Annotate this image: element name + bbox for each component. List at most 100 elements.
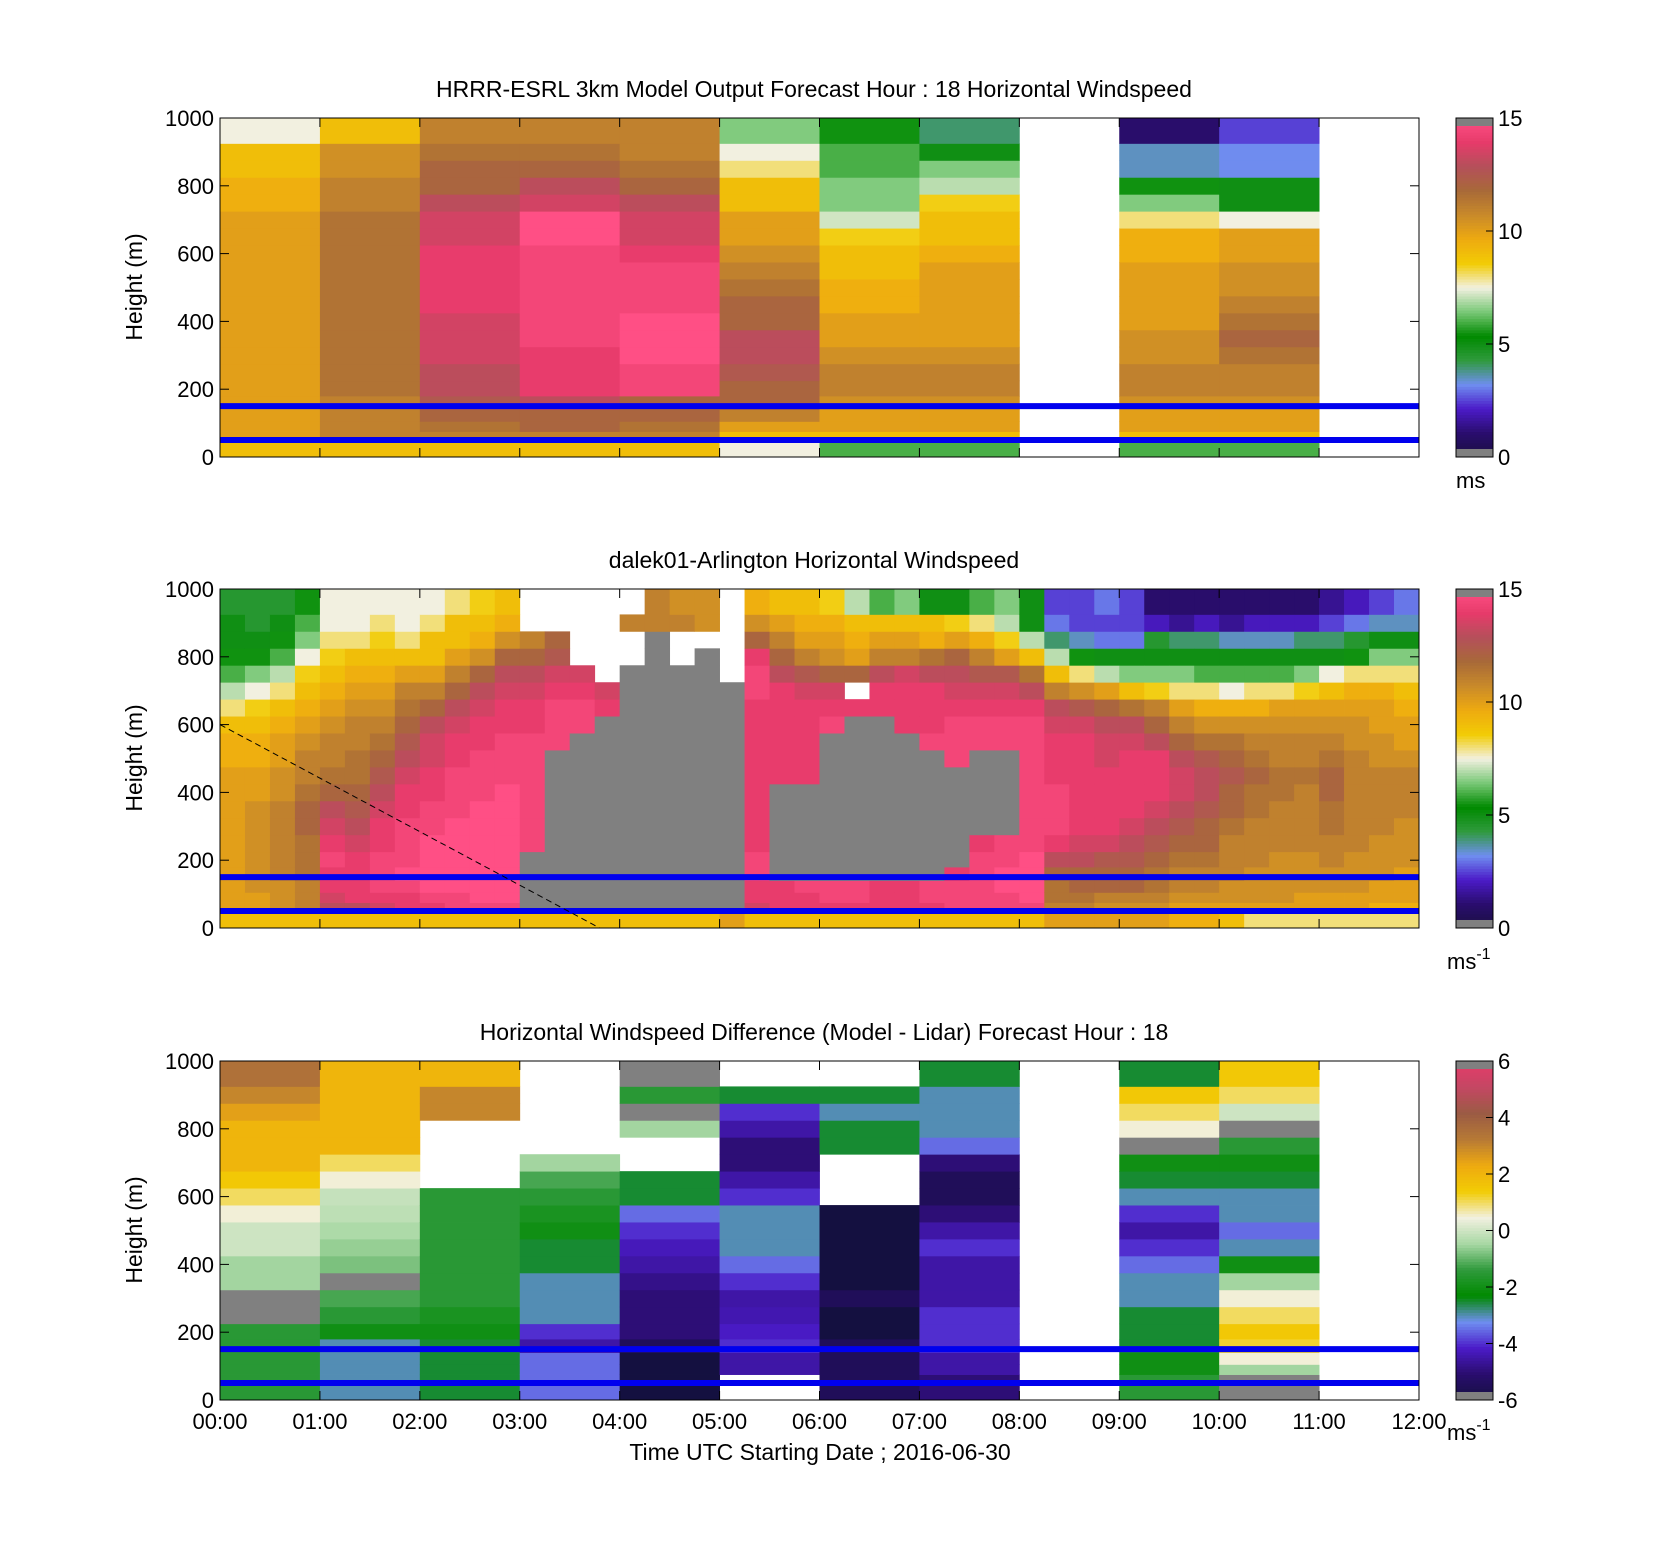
heatmap-cell: [1119, 211, 1220, 229]
heatmap-cell: [494, 733, 521, 751]
heatmap-cell: [1269, 589, 1295, 615]
heatmap-cell: [319, 665, 346, 683]
heatmap-cell: [369, 716, 396, 734]
heatmap-cell: [844, 892, 870, 903]
heatmap-cell: [919, 766, 945, 785]
colorbar-segment: [1456, 795, 1493, 799]
heatmap-cell: [1269, 912, 1295, 929]
heatmap-cell: [1394, 880, 1420, 893]
colorbar-segment: [1456, 642, 1493, 646]
heatmap-cell: [744, 817, 770, 836]
heatmap-cell: [669, 880, 696, 893]
heatmap-cell: [269, 834, 296, 853]
y-tick-label: 800: [177, 1117, 214, 1142]
heatmap-cell: [669, 851, 696, 868]
heatmap-cell: [344, 902, 371, 914]
heatmap-cell: [719, 783, 745, 802]
heatmap-cell: [1044, 892, 1070, 903]
heatmap-cell: [220, 118, 321, 144]
heatmap-cell: [744, 912, 770, 929]
heatmap-cell: [1044, 902, 1070, 914]
heatmap-cell: [944, 733, 970, 751]
heatmap-cell: [669, 766, 696, 785]
heatmap-cell: [719, 834, 745, 853]
heatmap-cell: [1119, 160, 1220, 178]
heatmap-cell: [494, 589, 521, 615]
colorbar-segment: [1456, 905, 1493, 909]
heatmap-cell: [1319, 648, 1345, 666]
colorbar-tick-label: 10: [1498, 690, 1522, 715]
colorbar-segment: [1456, 1312, 1493, 1316]
heatmap-cell: [220, 431, 321, 443]
heatmap-cell: [1219, 1384, 1320, 1401]
heatmap-cell: [1119, 1289, 1220, 1308]
heatmap-cell: [919, 1323, 1020, 1340]
heatmap-cell: [1094, 631, 1120, 649]
heatmap-cell: [519, 1364, 621, 1375]
heatmap-cell: [1219, 1188, 1320, 1206]
heatmap-cell: [344, 665, 371, 683]
colorbar-segment: [1456, 894, 1493, 898]
heatmap-cell: [819, 1306, 920, 1325]
colorbar-segment: [1456, 665, 1493, 669]
heatmap-cell: [594, 783, 621, 802]
heatmap-cell: [1069, 817, 1095, 836]
heatmap-cell: [769, 880, 795, 893]
panel-model-ylabel: Height (m): [121, 233, 147, 340]
heatmap-cell: [1144, 733, 1170, 751]
colorbar-segment: [1456, 332, 1493, 337]
heatmap-cell: [819, 279, 920, 297]
heatmap-cell: [744, 699, 770, 717]
heatmap-cell: [919, 312, 1020, 331]
heatmap-cell: [1044, 699, 1070, 717]
heatmap-cell: [869, 631, 895, 649]
heatmap-cell: [1244, 783, 1270, 802]
heatmap-cell: [1169, 800, 1195, 819]
heatmap-cell: [1219, 1154, 1320, 1172]
colorbar-segment: [1456, 126, 1493, 130]
colorbar-segment: [1456, 1371, 1493, 1376]
heatmap-cell: [1394, 851, 1420, 868]
heatmap-cell: [319, 431, 421, 443]
heatmap-cell: [1069, 716, 1095, 734]
heatmap-cell: [769, 614, 795, 632]
heatmap-cell: [1069, 834, 1095, 853]
heatmap-cell: [1094, 800, 1120, 819]
heatmap-cell: [519, 228, 621, 246]
heatmap-cell: [319, 312, 421, 331]
heatmap-cell: [644, 766, 671, 785]
heatmap-cell: [220, 1103, 321, 1121]
heatmap-cell: [494, 766, 521, 785]
heatmap-cell: [419, 363, 521, 382]
heatmap-cell: [719, 766, 745, 785]
colorbar-segment: [1456, 775, 1493, 779]
heatmap-cell: [569, 800, 596, 819]
heatmap-cell: [519, 733, 546, 751]
heatmap-cell: [519, 892, 546, 903]
heatmap-cell: [1119, 1255, 1220, 1274]
heatmap-cell: [819, 228, 920, 246]
heatmap-cell: [619, 431, 720, 443]
y-tick-label: 600: [177, 1185, 214, 1210]
heatmap-cell: [1369, 880, 1395, 893]
heatmap-cell: [1344, 766, 1370, 785]
heatmap-cell: [719, 177, 820, 195]
heatmap-cell: [1294, 733, 1320, 751]
heatmap-cell: [744, 892, 770, 903]
heatmap-cell: [1119, 800, 1145, 819]
heatmap-cell: [1119, 363, 1220, 382]
heatmap-cell: [444, 589, 471, 615]
heatmap-cell: [1019, 766, 1045, 785]
heatmap-cell: [719, 262, 820, 280]
heatmap-cell: [220, 1306, 321, 1325]
heatmap-cell: [694, 716, 720, 734]
heatmap-cell: [220, 211, 321, 229]
heatmap-cell: [419, 682, 446, 700]
colorbar-segment: [1456, 214, 1493, 218]
heatmap-cell: [1119, 665, 1145, 683]
heatmap-cell: [619, 902, 646, 914]
heatmap-cell: [844, 834, 870, 853]
heatmap-cell: [419, 1255, 521, 1274]
heatmap-cell: [819, 177, 920, 195]
colorbar-segment: [1456, 1171, 1493, 1175]
